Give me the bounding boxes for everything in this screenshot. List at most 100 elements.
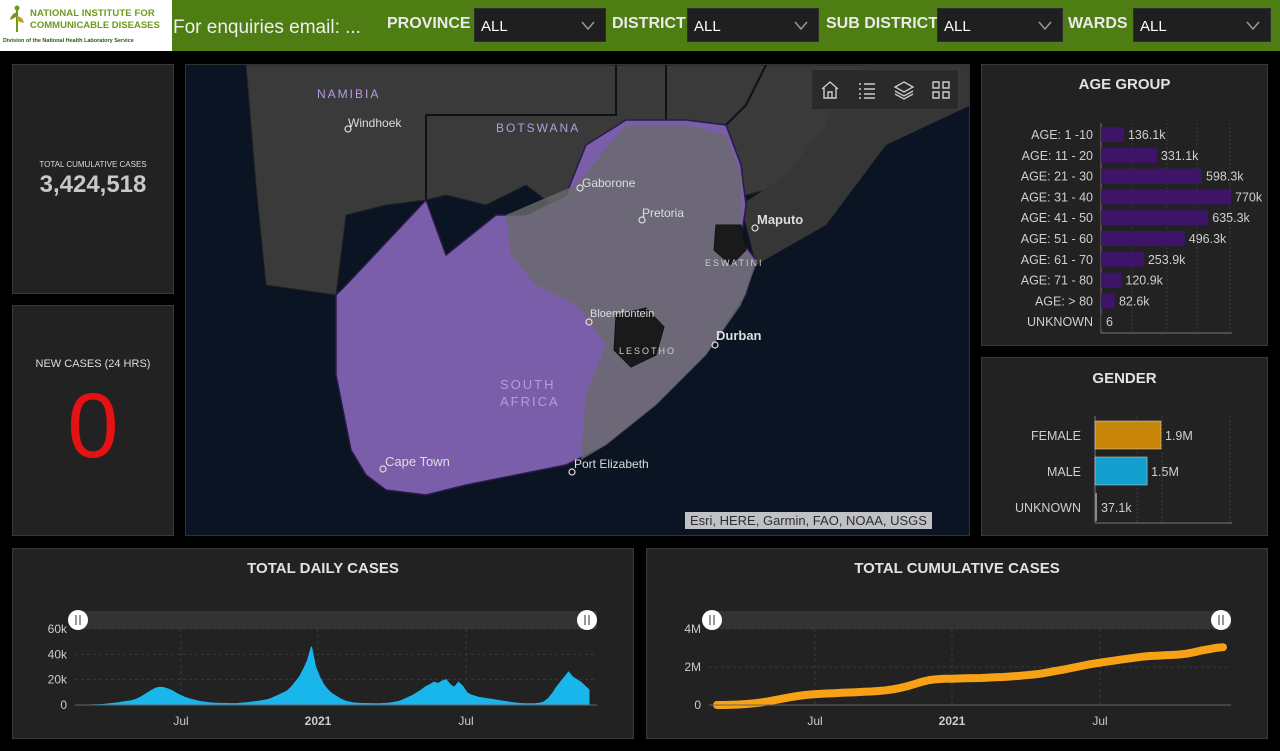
slider-handle-left[interactable] xyxy=(702,610,722,630)
age-bar-value: 598.3k xyxy=(1206,170,1244,184)
city-pretoria: Pretoria xyxy=(642,206,685,220)
y-tick-label: 60k xyxy=(48,622,68,636)
city-bloemfontein: Bloemfontein xyxy=(590,308,655,320)
district-value: ALL xyxy=(694,18,721,35)
age-bar-label: AGE: 71 - 80 xyxy=(1021,274,1093,288)
age-group-chart: AGE: 1 -10 136.1k AGE: 11 - 20 331.1k AGE: 2… xyxy=(1021,123,1263,334)
subdistrict-select[interactable]: ALL xyxy=(937,8,1063,42)
age-bar-8 xyxy=(1101,293,1115,309)
label-lesotho: LESOTHO xyxy=(619,346,677,356)
city-gaborone: Gaborone xyxy=(582,176,636,190)
map-view[interactable]: NAMIBIA BOTSWANA SOUTH AFRICA LESOTHO ES… xyxy=(185,64,970,536)
gender-title: GENDER xyxy=(1092,370,1157,387)
city-windhoek: Windhoek xyxy=(348,116,402,130)
gender-bar-value: 1.9M xyxy=(1165,429,1193,443)
logo-line1: NATIONAL INSTITUTE FOR xyxy=(30,8,155,19)
logo-mark-icon xyxy=(10,5,24,32)
label-africa: AFRICA xyxy=(500,394,560,409)
cumulative-cases-title: TOTAL CUMULATIVE CASES xyxy=(854,560,1060,577)
gender-bar-2 xyxy=(1095,493,1097,521)
age-bar-9 xyxy=(1101,314,1102,330)
age-bar-label: AGE: 1 -10 xyxy=(1031,128,1093,142)
slider-handle-knob[interactable] xyxy=(1211,610,1231,630)
age-bar-label: UNKNOWN xyxy=(1027,315,1093,329)
daily-cases-chart: 60k 40k 20k 0 Jul 2021 Jul xyxy=(48,610,597,728)
slider-handle-left[interactable] xyxy=(68,610,88,630)
age-bar-7 xyxy=(1101,272,1122,288)
label-south: SOUTH xyxy=(500,377,556,392)
age-bar-value: 82.6k xyxy=(1119,294,1150,308)
logo-line3: Division of the National Health Laborato… xyxy=(3,38,134,44)
label-botswana: BOTSWANA xyxy=(496,121,581,135)
header-bar: NATIONAL INSTITUTE FOR COMMUNICABLE DISE… xyxy=(0,0,1280,51)
gender-panel: GENDER FEMALE 1.9M MALE 1.5M UNKNOWN 37.1k xyxy=(981,357,1268,536)
grip-icon xyxy=(709,615,715,625)
new-cases-value: 0 xyxy=(67,375,119,477)
gender-bar-label: UNKNOWN xyxy=(1015,501,1081,515)
subdistrict-label: SUB DISTRICT xyxy=(826,15,938,32)
home-icon[interactable] xyxy=(819,79,841,101)
age-bar-1 xyxy=(1101,147,1157,163)
age-bar-label: AGE: 21 - 30 xyxy=(1021,170,1093,184)
x-tick-label: Jul xyxy=(173,714,188,728)
age-bar-value: 496.3k xyxy=(1189,232,1227,246)
new-cases-panel: NEW CASES (24 HRS) 0 xyxy=(12,305,174,536)
legend-icon[interactable] xyxy=(856,79,878,101)
age-bar-6 xyxy=(1101,251,1144,267)
cumulative-series-line xyxy=(713,643,1227,709)
city-cape-town: Cape Town xyxy=(385,454,450,469)
wards-select[interactable]: ALL xyxy=(1133,8,1271,42)
slider-handle-knob[interactable] xyxy=(68,610,88,630)
city-maputo: Maputo xyxy=(757,212,804,227)
new-cases-label: NEW CASES (24 HRS) xyxy=(35,358,151,370)
slider-handle-right[interactable] xyxy=(577,610,597,630)
map-attribution[interactable]: Esri, HERE, Garmin, FAO, NOAA, USGS xyxy=(685,512,932,529)
gender-bar-1 xyxy=(1094,456,1148,486)
map-toolbar xyxy=(811,69,959,110)
province-select[interactable]: ALL xyxy=(474,8,606,42)
daily-cases-title: TOTAL DAILY CASES xyxy=(247,560,399,577)
y-tick-label: 20k xyxy=(48,673,68,687)
gender-bar-value: 1.5M xyxy=(1151,465,1179,479)
age-group-title: AGE GROUP xyxy=(1078,76,1171,93)
total-cumulative-value: 3,424,518 xyxy=(39,171,147,198)
age-bar-value: 136.1k xyxy=(1128,128,1166,142)
daily-cases-panel: TOTAL DAILY CASES 60k 40k 20k 0 Jul 2021 Jul xyxy=(12,548,634,739)
age-bar-value: 120.9k xyxy=(1125,274,1163,288)
age-bar-3 xyxy=(1101,189,1231,205)
y-tick-label: 40k xyxy=(48,647,68,661)
age-bar-label: AGE: 61 - 70 xyxy=(1021,253,1093,267)
slider-handle-right[interactable] xyxy=(1211,610,1231,630)
city-durban: Durban xyxy=(716,328,762,343)
y-tick-label: 2M xyxy=(684,660,701,674)
cumulative-cases-panel: TOTAL CUMULATIVE CASES 4M 2M 0 Jul 2021 Jul xyxy=(646,548,1268,739)
age-bar-label: AGE: 51 - 60 xyxy=(1021,232,1093,246)
gender-bar-label: MALE xyxy=(1047,465,1081,479)
province-label: PROVINCE xyxy=(387,15,471,32)
enquiries-text: For enquiries email: ... xyxy=(173,17,361,38)
subdistrict-value: ALL xyxy=(944,18,971,35)
y-tick-label: 4M xyxy=(684,622,701,636)
range-slider-track xyxy=(75,611,597,629)
age-bar-value: 770k xyxy=(1235,190,1263,204)
slider-handle-knob[interactable] xyxy=(577,610,597,630)
age-bar-value: 253.9k xyxy=(1148,253,1186,267)
age-bar-5 xyxy=(1101,231,1185,246)
label-eswatini: ESWATINI xyxy=(705,258,764,268)
age-bar-value: 635.3k xyxy=(1212,211,1250,225)
layers-icon[interactable] xyxy=(893,79,915,101)
slider-handle-knob[interactable] xyxy=(702,610,722,630)
cumulative-cases-chart: 4M 2M 0 Jul 2021 Jul xyxy=(684,610,1231,728)
logo-line2: COMMUNICABLE DISEASES xyxy=(30,20,160,31)
chevron-down-icon xyxy=(581,21,595,30)
chevron-down-icon xyxy=(794,21,808,30)
basemap-icon[interactable] xyxy=(930,79,952,101)
district-select[interactable]: ALL xyxy=(687,8,819,42)
city-port-elizabeth: Port Elizabeth xyxy=(574,457,649,471)
gender-bar-0 xyxy=(1094,420,1162,450)
total-cumulative-label: TOTAL CUMULATIVE CASES xyxy=(39,160,147,169)
age-bar-0 xyxy=(1101,127,1124,142)
wards-value: ALL xyxy=(1140,18,1167,35)
age-bar-label: AGE: 41 - 50 xyxy=(1021,211,1093,225)
x-tick-label: Jul xyxy=(458,714,473,728)
